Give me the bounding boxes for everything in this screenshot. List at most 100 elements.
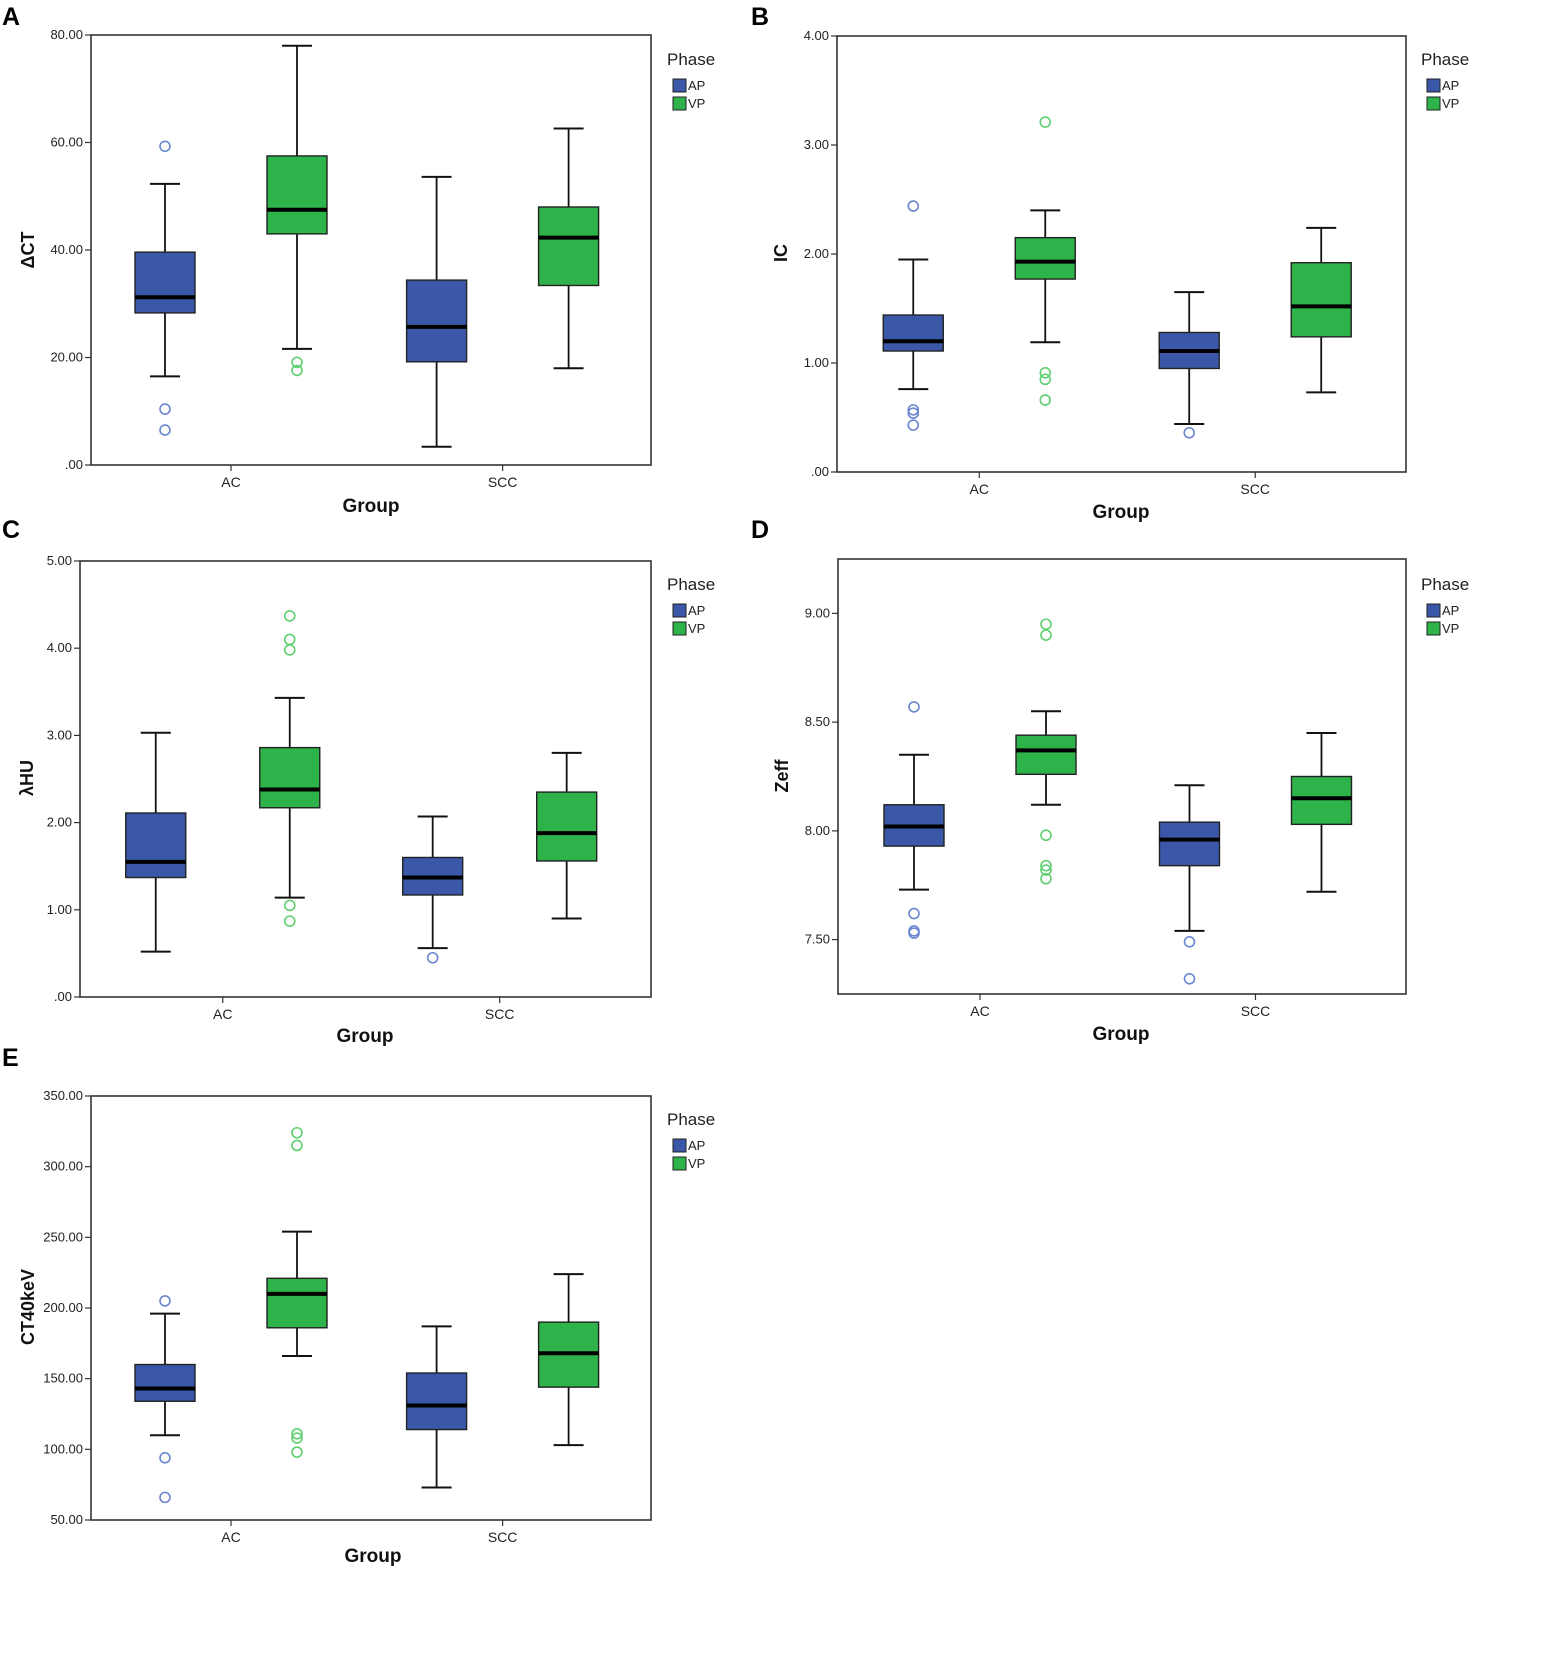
y-tick-label: 4.00 <box>804 28 829 43</box>
y-tick-label: 2.00 <box>804 246 829 261</box>
legend-title: Phase <box>1421 50 1469 69</box>
legend: Phase AP VP <box>1421 575 1469 636</box>
box-iqr <box>125 812 187 879</box>
box-ap-scc <box>405 1325 468 1489</box>
x-tick-label: SCC <box>488 1529 518 1545</box>
legend-swatch-ap <box>672 1138 687 1153</box>
y-tick-label: 8.50 <box>805 714 830 729</box>
box-iqr <box>134 251 196 314</box>
box-vp-ac <box>266 1126 328 1458</box>
box-vp-scc <box>535 751 598 920</box>
outlier-point <box>159 424 171 436</box>
outlier-point <box>291 1446 303 1458</box>
legend-title: Phase <box>667 1110 715 1129</box>
y-tick-label: 3.00 <box>804 137 829 152</box>
box-vp-ac <box>259 610 321 927</box>
plot-frame <box>90 1095 652 1521</box>
outlier-point <box>907 419 920 431</box>
legend-label-vp: VP <box>1442 621 1459 636</box>
y-axis-label: ΔCT <box>18 232 38 269</box>
panel-letter: C <box>2 516 20 544</box>
legend-title: Phase <box>667 50 715 69</box>
x-tick-label: AC <box>970 1003 989 1019</box>
y-tick-label: 7.50 <box>805 932 830 947</box>
box-ap-scc <box>405 175 468 448</box>
outlier-point <box>907 407 920 419</box>
box-vp-scc <box>537 1273 600 1447</box>
y-tick-label: 300.00 <box>43 1159 83 1174</box>
outlier-point <box>1039 116 1052 128</box>
y-axis-label: IC <box>771 244 791 262</box>
box-iqr <box>405 279 468 363</box>
x-tick-label: SCC <box>488 474 518 490</box>
outlier-point <box>1040 864 1052 876</box>
x-tick-label: AC <box>970 481 989 497</box>
panel-d: D 9.00 8.50 8.00 7.50 AC SCC Group Zeff Phase AP VP <box>751 516 1469 1045</box>
x-axis-label: Group <box>1093 502 1150 523</box>
box-vp-ac <box>1015 618 1077 885</box>
box-iqr <box>1014 236 1076 280</box>
legend-label-ap: AP <box>688 603 705 618</box>
y-tick-label: .00 <box>811 464 829 479</box>
legend-label-ap: AP <box>688 78 705 93</box>
outlier-point <box>1039 394 1052 406</box>
outlier-point <box>159 403 171 415</box>
box-ap-ac <box>883 701 945 939</box>
y-tick-label: 80.00 <box>50 27 83 42</box>
x-tick-label: SCC <box>485 1006 515 1022</box>
plot-frame <box>79 560 652 998</box>
x-tick-label: SCC <box>1240 481 1270 497</box>
box-ap-scc <box>401 815 464 964</box>
outlier-point <box>283 899 296 912</box>
y-tick-label: .00 <box>65 457 83 472</box>
y-axis-label: Zeff <box>772 759 792 793</box>
y-tick-label: 5.00 <box>47 553 72 568</box>
y-tick-label: 60.00 <box>50 135 83 150</box>
box-iqr <box>266 1277 328 1329</box>
legend-title: Phase <box>667 575 715 594</box>
y-tick-label: 20.00 <box>50 350 83 365</box>
legend-swatch-vp <box>672 96 687 111</box>
legend-label-vp: VP <box>688 1156 705 1171</box>
x-tick-label: AC <box>221 1529 240 1545</box>
y-tick-label: 40.00 <box>50 242 83 257</box>
box-iqr <box>266 155 328 235</box>
panel-letter: E <box>2 1044 19 1072</box>
outlier-point <box>291 1139 303 1152</box>
outlier-point <box>1040 629 1052 641</box>
y-tick-label: 4.00 <box>47 640 72 655</box>
y-tick-label: 200.00 <box>43 1300 83 1315</box>
outlier-point <box>159 1452 171 1464</box>
box-ap-ac <box>882 200 944 431</box>
outlier-point <box>1183 935 1196 948</box>
panel-c: C 5.00 4.00 3.00 2.00 1.00 .00 AC SCC Group λHU Pha… <box>2 516 715 1047</box>
outlier-point <box>1040 618 1052 631</box>
outlier-point <box>426 951 439 964</box>
panel-a: A 80.00 60.00 40.00 20.00 .00 AC SCC Group ΔCT Pha… <box>2 3 715 517</box>
outlier-point <box>291 364 303 377</box>
y-tick-label: 100.00 <box>43 1441 83 1456</box>
outlier-point <box>1040 859 1052 872</box>
x-axis-label: Group <box>1093 1024 1150 1045</box>
plot-frame <box>837 558 1407 995</box>
box-iqr <box>1015 734 1077 776</box>
y-tick-label: 150.00 <box>43 1371 83 1386</box>
legend-label-vp: VP <box>688 96 705 111</box>
y-tick-label: 2.00 <box>47 815 72 830</box>
outlier-point <box>1039 373 1052 386</box>
box-vp-ac <box>266 44 328 377</box>
outlier-point <box>159 1491 171 1504</box>
outlier-point <box>291 1432 303 1444</box>
outlier-point <box>1040 872 1052 885</box>
box-iqr <box>134 1363 196 1402</box>
legend-swatch-vp <box>1426 621 1441 636</box>
box-iqr <box>537 206 600 287</box>
box-vp-scc <box>537 127 600 370</box>
box-iqr <box>1290 775 1353 826</box>
box-iqr <box>259 746 321 809</box>
x-tick-label: SCC <box>1241 1003 1271 1019</box>
legend-label-ap: AP <box>688 1138 705 1153</box>
outlier-point <box>907 200 920 212</box>
y-tick-label: 1.00 <box>804 355 829 370</box>
